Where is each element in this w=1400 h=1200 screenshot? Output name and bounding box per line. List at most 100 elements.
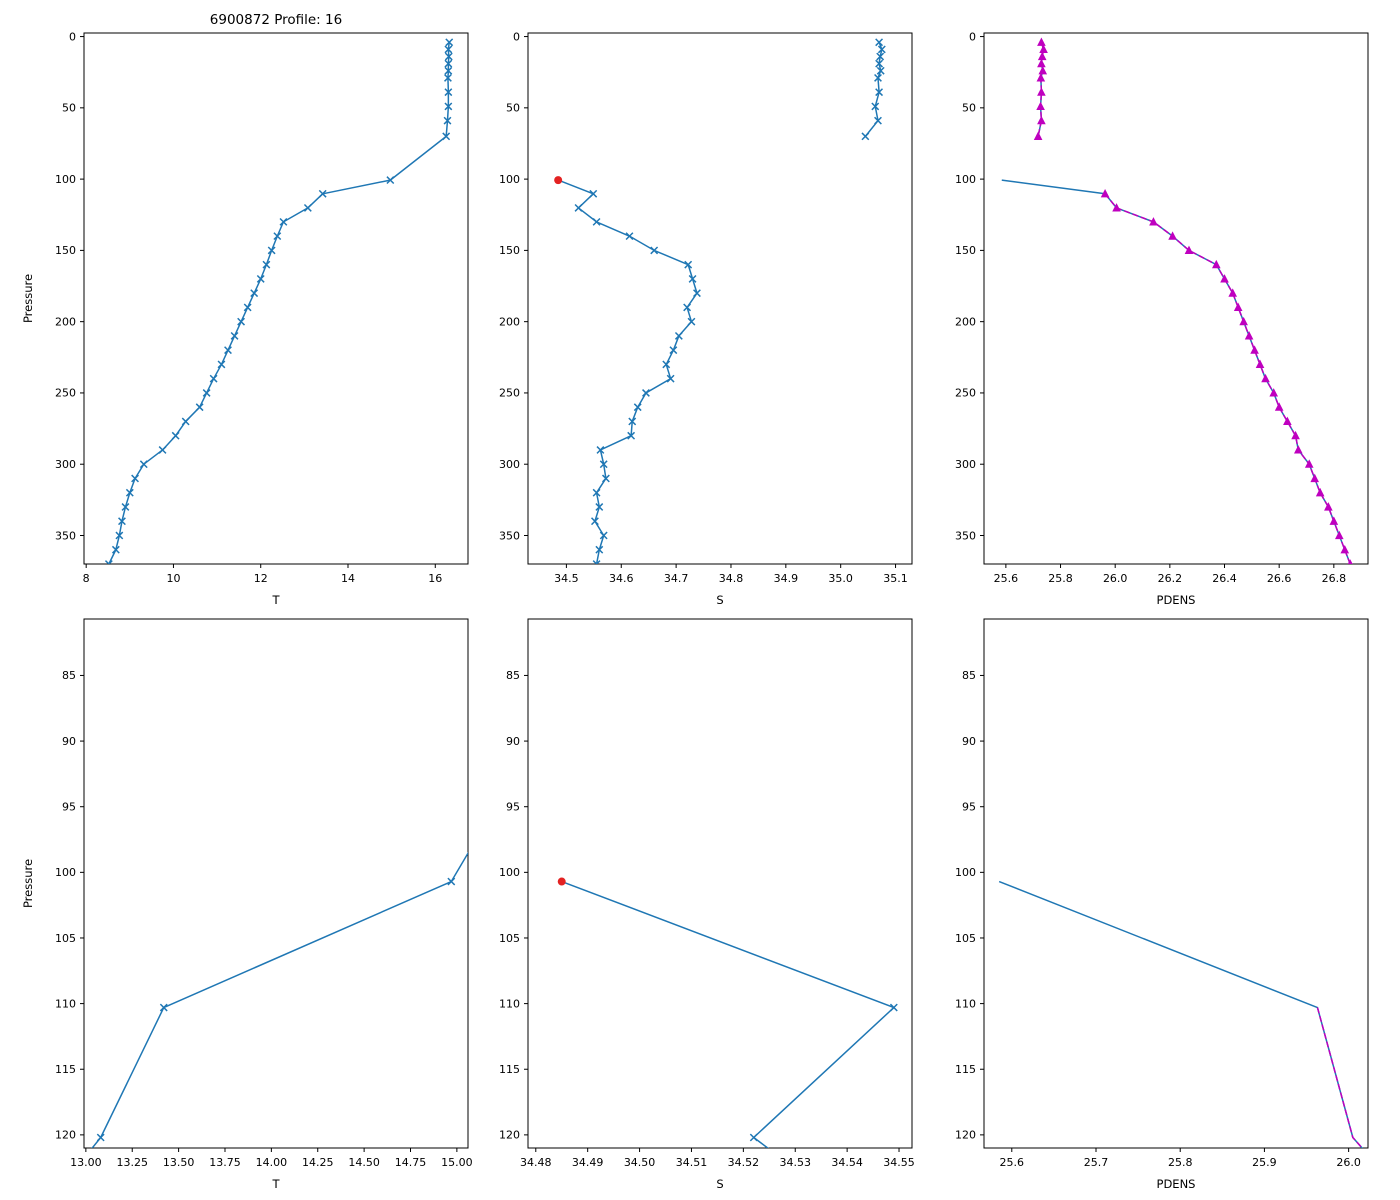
y-tick-label: 300 — [955, 458, 976, 471]
axes-frame — [83, 32, 469, 565]
series-salinity-zoom-line — [561, 880, 895, 1148]
x-tick-label: 25.6 — [1000, 1156, 1025, 1169]
y-tick-label: 0 — [513, 30, 520, 43]
subplot-temperature-full: 8 10 12 14 16 0 50 100 150 200 250 300 350 T Pressure — [21, 30, 469, 607]
y-tick-label: 95 — [506, 801, 520, 814]
x-tick-label: 34.50 — [624, 1156, 656, 1169]
y-tick-label: 100 — [499, 866, 520, 879]
x-tick-label: 34.48 — [520, 1156, 552, 1169]
x-tick-label: 26.0 — [1103, 572, 1128, 585]
y-tick-label: 150 — [55, 244, 76, 257]
x-tick-label: 13.75 — [209, 1156, 241, 1169]
series-flagged-point-zoom — [557, 877, 566, 886]
subplot-salinity-zoom: 34.48 34.49 34.50 34.51 34.52 34.53 34.54 34.55… — [499, 618, 915, 1191]
subplot-temperature-zoom: 13.00 13.25 13.50 13.75 14.00 14.25 14.50 14.75… — [21, 618, 473, 1191]
series-salinity-deep-markers — [574, 189, 701, 564]
series-temperature-profile — [104, 38, 454, 564]
x-tick-label: 26.4 — [1212, 572, 1237, 585]
subplot-density-full: 25.6 25.8 26.0 26.2 26.4 26.6 26.8 0 50 100 150 200… — [955, 30, 1369, 607]
x-tick-label: 26.8 — [1322, 572, 1347, 585]
y-tick-label: 115 — [55, 1063, 76, 1076]
x-axis-label: S — [716, 1177, 723, 1191]
x-tick-label: 13.00 — [70, 1156, 102, 1169]
x-tick-label: 16 — [428, 572, 442, 585]
x-tick-label: 10 — [166, 572, 180, 585]
series-density-deep-line — [1001, 179, 1351, 564]
y-tick-label: 250 — [955, 387, 976, 400]
y-tick-label: 100 — [955, 866, 976, 879]
y-tick-label: 300 — [499, 458, 520, 471]
x-tick-label: 14.75 — [395, 1156, 427, 1169]
y-tick-label: 50 — [62, 102, 76, 115]
x-tick-label: 34.54 — [831, 1156, 863, 1169]
series-density-adjusted-surface — [1033, 37, 1048, 140]
y-tick-label: 105 — [55, 932, 76, 945]
y-tick-label: 100 — [499, 173, 520, 186]
axes-frame — [527, 32, 913, 565]
y-tick-label: 95 — [962, 801, 976, 814]
series-salinity-zoom-markers — [749, 1003, 898, 1142]
subplot-salinity-full: 34.5 34.6 34.7 34.8 34.9 35.0 35.1 0 50 100 150 200… — [499, 30, 913, 607]
y-tick-label: 300 — [55, 458, 76, 471]
y-tick-label: 105 — [499, 932, 520, 945]
x-axis-label: T — [271, 1177, 280, 1191]
y-tick-label: 85 — [62, 669, 76, 682]
x-tick-label: 14 — [341, 572, 355, 585]
x-tick-label: 13.50 — [163, 1156, 195, 1169]
y-tick-label: 90 — [962, 735, 976, 748]
y-tick-label: 115 — [499, 1063, 520, 1076]
y-tick-label: 85 — [962, 669, 976, 682]
y-tick-label: 200 — [499, 315, 520, 328]
series-density-adjusted-deep — [1100, 189, 1353, 564]
x-tick-label: 34.55 — [883, 1156, 915, 1169]
x-tick-label: 34.9 — [774, 572, 799, 585]
y-axis-label: Pressure — [21, 859, 35, 908]
y-tick-label: 350 — [499, 529, 520, 542]
x-tick-label: 15.00 — [441, 1156, 473, 1169]
x-axis-label: S — [716, 593, 723, 607]
series-density-zoom-adjusted — [1316, 1007, 1364, 1148]
y-tick-label: 100 — [55, 173, 76, 186]
series-flagged-point — [554, 176, 563, 185]
x-tick-label: 25.8 — [1048, 572, 1073, 585]
x-tick-label: 34.5 — [554, 572, 579, 585]
y-tick-label: 50 — [962, 102, 976, 115]
axes-frame — [83, 618, 469, 1149]
y-tick-label: 200 — [955, 315, 976, 328]
y-tick-label: 50 — [506, 102, 520, 115]
y-tick-label: 0 — [969, 30, 976, 43]
y-tick-label: 110 — [499, 997, 520, 1010]
x-tick-label: 26.0 — [1336, 1156, 1361, 1169]
x-tick-label: 35.1 — [883, 572, 908, 585]
x-tick-label: 13.25 — [116, 1156, 148, 1169]
x-axis-label: T — [271, 593, 280, 607]
y-tick-label: 110 — [955, 997, 976, 1010]
y-tick-label: 90 — [62, 735, 76, 748]
x-tick-label: 12 — [254, 572, 268, 585]
x-tick-label: 14.25 — [302, 1156, 334, 1169]
y-tick-label: 115 — [955, 1063, 976, 1076]
subplot-density-zoom: 25.6 25.7 25.8 25.9 26.0 85 90 95 100 105 110 115 12… — [955, 618, 1369, 1191]
y-tick-label: 250 — [55, 387, 76, 400]
series-salinity-deep-line — [557, 179, 698, 564]
y-tick-label: 120 — [499, 1129, 520, 1142]
x-tick-label: 26.6 — [1267, 572, 1292, 585]
x-tick-label: 34.49 — [572, 1156, 604, 1169]
axes-frame — [983, 618, 1369, 1149]
x-axis-label: PDENS — [1157, 1177, 1196, 1191]
x-tick-label: 34.8 — [719, 572, 744, 585]
y-tick-label: 350 — [955, 529, 976, 542]
y-tick-label: 105 — [955, 932, 976, 945]
y-tick-label: 250 — [499, 387, 520, 400]
x-tick-label: 35.0 — [828, 572, 853, 585]
figure-title: 6900872 Profile: 16 — [209, 12, 343, 28]
x-tick-label: 25.7 — [1084, 1156, 1109, 1169]
y-tick-label: 200 — [55, 315, 76, 328]
x-tick-label: 34.6 — [609, 572, 634, 585]
x-tick-label: 34.52 — [728, 1156, 760, 1169]
x-axis-label: PDENS — [1157, 593, 1196, 607]
axes-frame — [527, 618, 913, 1149]
y-tick-label: 100 — [55, 866, 76, 879]
